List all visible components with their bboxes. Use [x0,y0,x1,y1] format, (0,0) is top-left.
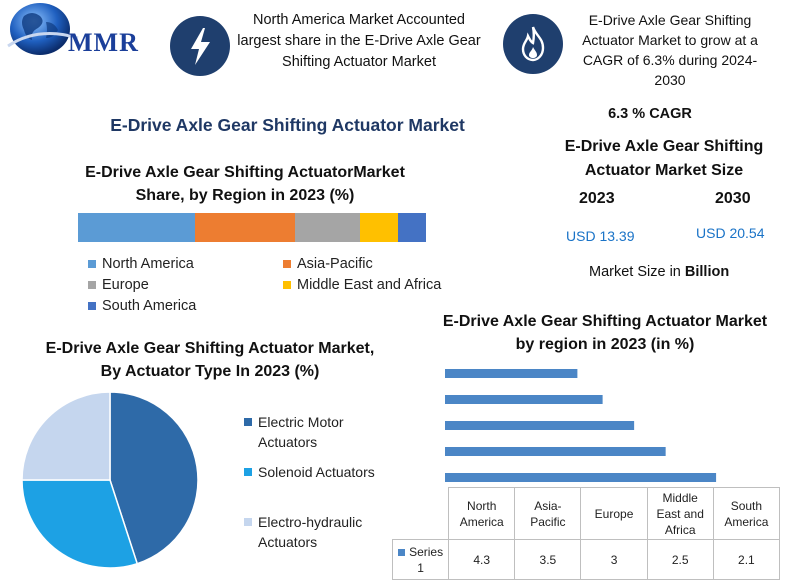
legend-swatch [283,281,291,289]
region-data-table: North America Asia-Pacific Europe Middle Ea… [391,487,781,580]
table-value-south-america: 2.1 [712,539,781,580]
pie-slice-electro-hydraulic-actuators [21,391,111,481]
series-name: Series 1 [409,544,444,575]
table-corner-cell [392,487,450,540]
legend-item-europe: Europe [88,277,149,293]
table-value-asia-pacific: 3.5 [514,539,582,580]
legend-label: Electro-hydraulic Actuators [258,514,363,550]
bar-north-america [445,473,717,482]
legend-swatch [283,260,291,268]
legend-item-south-america: South America [88,298,196,314]
pie-chart-title: E-Drive Axle Gear Shifting Actuator Mark… [45,340,375,380]
market-size-title: E-Drive Axle Gear Shifting Actuator Mark… [564,138,764,179]
table-value-europe: 3 [580,539,648,580]
globe-icon [7,3,79,55]
market-size-unit-note: Market Size in Billion [589,264,729,280]
legend-swatch [244,418,252,426]
unit-note-prefix: Market Size in [589,264,685,280]
legend-item-middle-east-and-africa: Middle East and Africa [283,277,441,293]
share-segment-asia-pacific [194,213,296,242]
unit-note-unit: Billion [684,264,730,280]
share-segment-europe [295,213,360,242]
legend-swatch [398,548,406,556]
share-stacked-bar [78,213,426,242]
legend-swatch [88,260,96,268]
pie-slice-solenoid-actuators [21,479,139,569]
pie-legend-item-electric-motor-actuators: Electric Motor Actuators [244,412,394,452]
bar-middle-east-and-africa [445,395,603,404]
table-header-row: North America Asia-Pacific Europe Middle Ea… [392,487,781,540]
table-series-label: Series 1 [391,539,450,580]
table-value-middle-east-and-africa: 2.5 [646,539,714,580]
lightning-bolt-icon [170,16,230,76]
logo-text: MMR [68,28,139,57]
table-header-europe: Europe [580,487,648,540]
bar-europe [445,421,635,430]
share-chart-title: E-Drive Axle Gear Shifting ActuatorMarke… [85,164,405,204]
legend-swatch [244,468,252,476]
legend-swatch [88,281,96,289]
legend-label: South America [102,298,197,314]
region-bar-chart [445,369,717,482]
pie-legend-item-electro-hydraulic-actuators: Electro-hydraulic Actuators [244,512,394,552]
legend-label: Electric Motor Actuators [258,414,344,450]
flame-icon [503,14,563,74]
legend-swatch [244,518,252,526]
share-segment-middle-east-and-africa [359,213,399,242]
table-header-north-america: North America [448,487,516,540]
mmr-logo [2,2,162,60]
table-header-middle-east-and-africa: Middle East and Africa [646,487,714,540]
legend-label: Europe [102,277,149,293]
legend-label: Asia-Pacific [297,256,373,272]
year-2030: 2030 [715,190,751,207]
year-2023: 2023 [579,190,615,207]
value-2023: USD 13.39 [566,228,635,244]
stat-cagr: E-Drive Axle Gear Shifting Actuator Mark… [582,12,758,88]
share-segment-south-america [398,213,426,242]
bar-south-america [445,369,578,378]
actuator-type-pie [21,391,199,569]
table-row: Series 1 4.3 3.5 3 2.5 2.1 [391,539,781,580]
cagr-label: 6.3 % CAGR [608,106,692,122]
pie-slice-electric-motor-actuators [109,391,199,565]
bar-asia-pacific [445,447,666,456]
legend-label: North America [102,256,194,272]
table-value-north-america: 4.3 [448,539,516,580]
share-segment-north-america [78,213,195,242]
stat-north-america-share: North America Market Accounted largest s… [237,12,481,70]
legend-item-asia-pacific: Asia-Pacific [283,256,373,272]
legend-swatch [88,302,96,310]
legend-label: Middle East and Africa [297,277,442,293]
page-title: E-Drive Axle Gear Shifting Actuator Mark… [110,115,465,135]
table-header-asia-pacific: Asia-Pacific [514,487,582,540]
region-bar-chart-title: E-Drive Axle Gear Shifting Actuator Mark… [442,313,768,353]
legend-item-north-america: North America [88,256,194,272]
table-header-south-america: South America [712,487,781,540]
value-2030: USD 20.54 [696,225,765,241]
pie-legend-item-solenoid-actuators: Solenoid Actuators [244,462,394,482]
legend-label: Solenoid Actuators [258,464,375,480]
